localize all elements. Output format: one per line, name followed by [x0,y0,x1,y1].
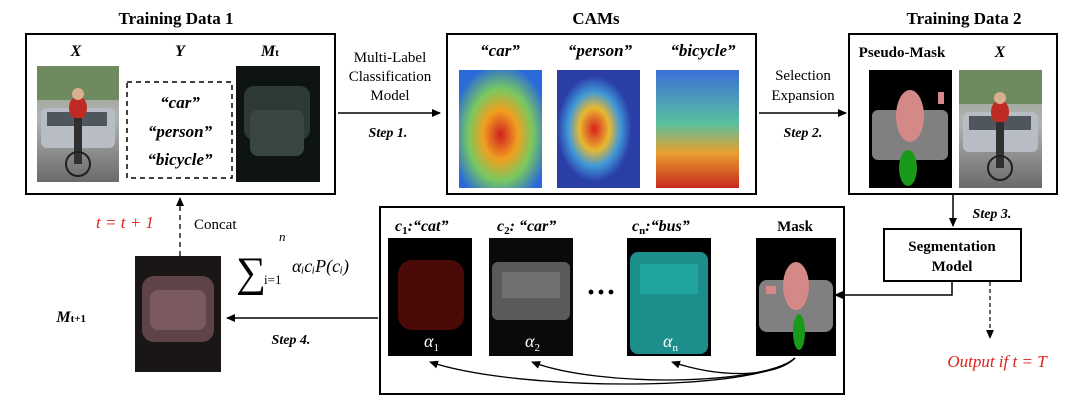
segmentation-line-2: Model [932,259,973,275]
alpha-2-subscript: 2 [534,342,540,354]
cam-label-car: “car” [480,41,520,60]
label-car-1: “car” [160,93,200,112]
cam-label-bicycle: “bicycle” [670,41,736,60]
segmentation-line-1: Segmentation [908,239,996,255]
m-next-label: Mt+1 [55,309,86,326]
input-image-1 [37,66,119,182]
curve-to-alpha-1 [429,357,796,385]
training-data-2-panel: Training Data 2 Pseudo-Mask X [848,9,1058,195]
segmentation-model: Segmentation Model [883,228,1022,282]
c1-symbol: c [395,218,402,235]
cn-symbol: c [632,218,639,235]
step-2: Selection Expansion Step 2. [759,68,847,141]
cam-label-person: “person” [568,41,633,60]
c2-symbol: c [497,218,504,235]
c2-label: c2: “car” [497,218,556,237]
class-mask-bus [627,238,711,356]
x-label-2: X [994,44,1006,61]
training-data-2-title: Training Data 2 [907,9,1022,28]
training-data-1-title: Training Data 1 [119,9,234,28]
sum-symbol: ∑ [236,250,266,296]
m-next-subscript: t+1 [71,313,86,325]
ellipsis: ··· [586,276,616,309]
class-masks-panel: c1:“cat” c2: “car” cn:“bus” Mask ··· α1 … [379,206,845,395]
step-1-label: Step 1. [369,126,408,141]
selection-label: Selection [775,68,831,84]
x-label-1: X [70,43,82,60]
labels-dashed-box [126,81,233,179]
label-person-1: “person” [148,122,213,141]
c1-subscript: 1 [402,225,408,237]
step-3-label: Step 3. [973,207,1012,222]
cams-title: CAMs [572,9,620,28]
mt-symbol: M [260,43,276,60]
predicted-mask [756,238,836,356]
alpha-1: α1 [424,331,439,354]
m-next-symbol: M [55,309,71,326]
cn-label: cn:“bus” [632,218,690,237]
sum-lower: i=1 [264,272,281,287]
pseudo-mask-image [869,70,952,188]
alpha-2-symbol: α [525,331,535,351]
segmentation-box [883,228,1022,282]
arrow-seg-to-mask [834,282,953,299]
step-1: Multi-Label Classification Model Step 1. [338,50,441,141]
output-label: Output if t = T [947,352,1048,371]
alpha-1-symbol: α [424,331,434,351]
mt-label: Mt [260,43,279,60]
alpha-n: αn [663,331,678,354]
c2-class: : “car” [510,218,557,235]
update-label: t = t + 1 [96,213,154,232]
model-line-3: Model [370,88,409,104]
sum-upper: n [279,229,286,244]
m-next-panel: Mt+1 [55,256,221,372]
cams-panel: CAMs “car” “person” “bicycle” [446,9,757,195]
mask-label: Mask [777,219,813,235]
cam-image-car [459,70,542,188]
training-data-1-panel: Training Data 1 X Y Mt “car” “person” “b… [25,9,336,195]
class-mask-cat [388,238,472,356]
training-data-1-box [25,33,336,195]
cn-class: :“bus” [645,218,689,235]
cam-image-bicycle [656,70,739,188]
c1-label: c1:“cat” [395,218,448,237]
c2-subscript: 2 [504,225,510,237]
step-4: ∑ n i=1 αᵢcᵢP(cᵢ) Step 4. [226,229,378,348]
step-3: Step 3. [949,194,1012,227]
cams-box [446,33,757,195]
pseudo-mask-label: Pseudo-Mask [859,45,946,61]
m-next-image [135,256,221,372]
cn-subscript: n [639,225,645,237]
step-4-label: Step 4. [272,333,311,348]
model-line-2: Classification [349,69,432,85]
model-line-1: Multi-Label [354,50,426,66]
concat-label: Concat [194,217,237,233]
class-masks-box [379,206,845,395]
mt-subscript: t [275,47,279,59]
y-label: Y [175,43,186,60]
expansion-label: Expansion [771,88,835,104]
mt-image [236,66,320,182]
alpha-1-subscript: 1 [433,342,439,354]
cam-image-person [557,70,640,188]
curve-to-alpha-n [671,357,796,375]
class-mask-car [489,238,573,356]
alpha-n-subscript: n [672,342,678,354]
alpha-n-symbol: α [663,331,673,351]
weighted-sum-formula: αᵢcᵢP(cᵢ) [292,256,349,277]
input-image-2 [959,70,1042,188]
label-bicycle-1: “bicycle” [147,150,213,169]
alpha-2: α2 [525,331,540,354]
c1-class: :“cat” [408,218,449,235]
step-2-label: Step 2. [784,126,823,141]
curve-to-alpha-2 [531,357,796,381]
